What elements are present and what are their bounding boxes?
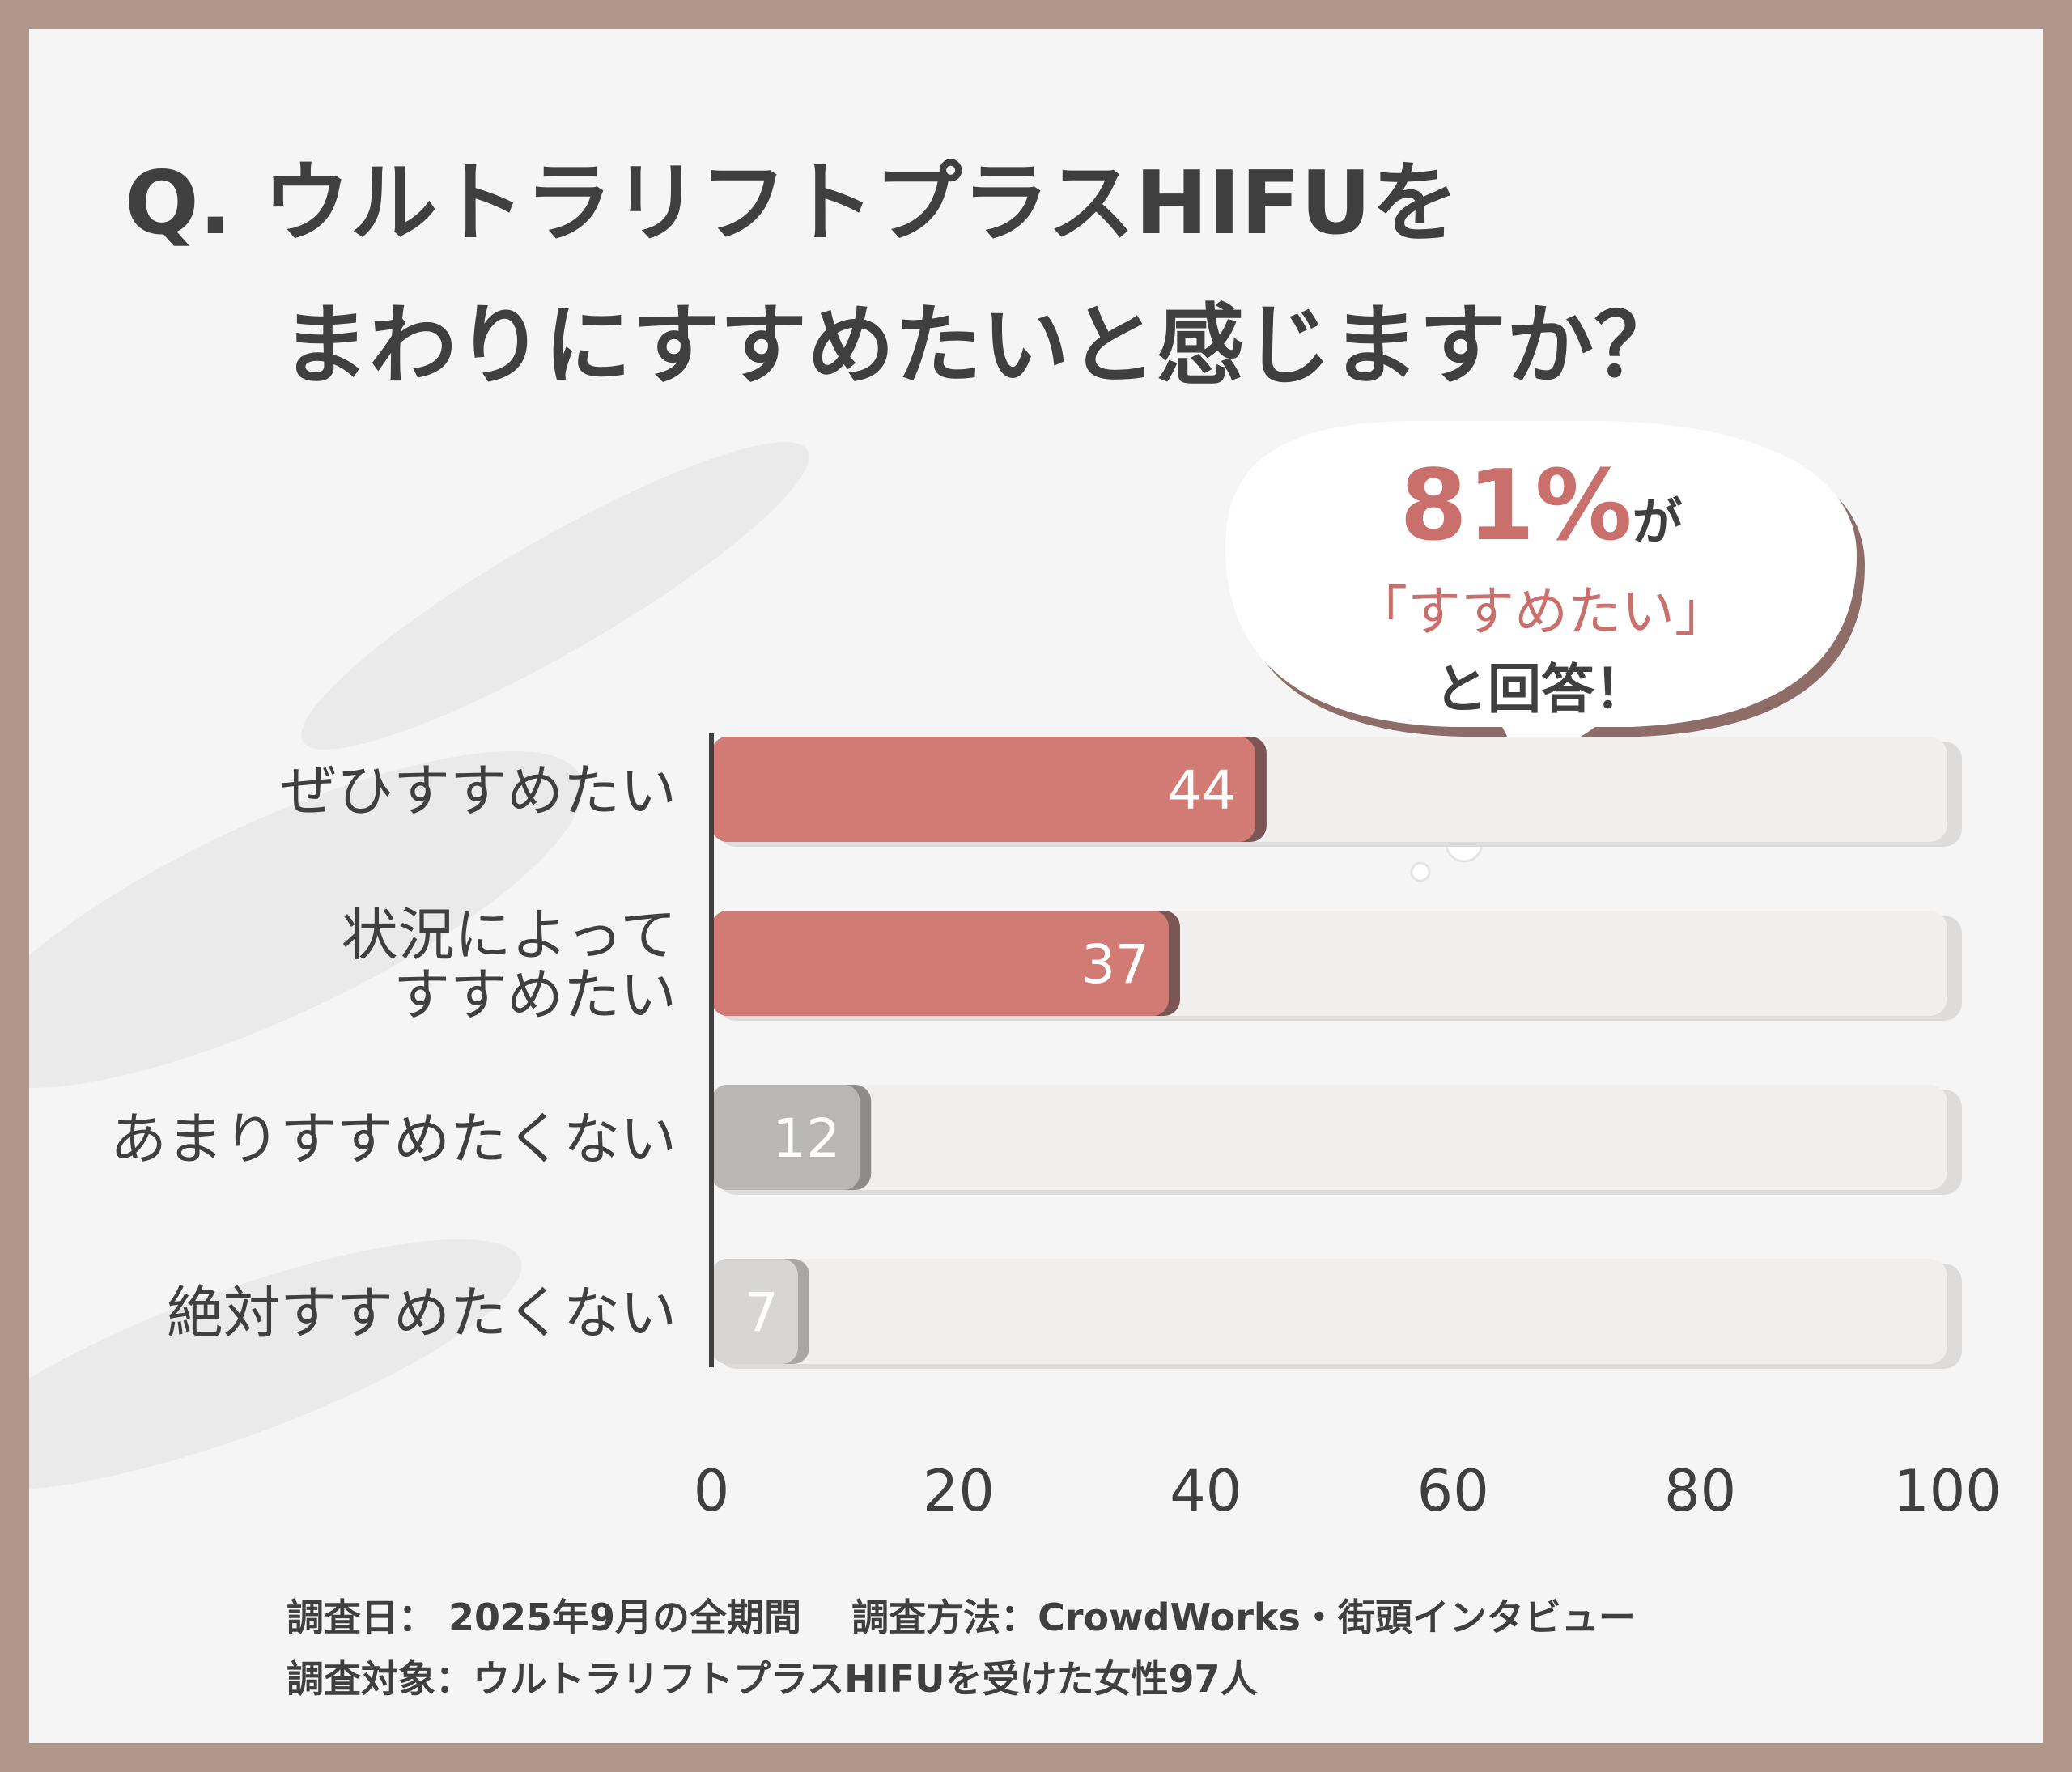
callout-answer: と回答！ [1434, 658, 1648, 720]
category-label: ぜひすすめたい [280, 758, 677, 824]
bar-value-label: 44 [1168, 759, 1236, 822]
x-tick-label: 80 [1664, 1458, 1736, 1524]
svg-text:81%が: 81%が [1399, 450, 1682, 563]
category-label: 状況によって [342, 902, 677, 968]
callout-quote: 「すすめたい」 [1354, 580, 1728, 643]
bar [711, 1259, 798, 1364]
x-axis-ticks: 0 20 40 60 80 100 [694, 1458, 2002, 1524]
bars-layer: 44 37 12 7 [709, 733, 1962, 1369]
x-tick-label: 60 [1417, 1458, 1489, 1524]
x-tick-label: 20 [923, 1458, 995, 1524]
bar [711, 1085, 860, 1190]
callout-percent: 81% [1399, 450, 1632, 563]
speech-bubble: 81%が 「すすめたい」 と回答！ [1225, 421, 1865, 882]
category-label: あまりすすめたくない [110, 1106, 677, 1172]
bar-value-label: 37 [1081, 933, 1149, 996]
question-title-line2: まわりにすすめたいと感じますか？ [282, 295, 1681, 397]
survey-info-line1: 調査日： 2025年9月の全期間 調査方法：CrowdWorks・街頭インタビュ… [287, 1596, 1636, 1639]
bar-track [711, 1085, 1947, 1190]
x-tick-label: 40 [1170, 1458, 1242, 1524]
bar [711, 737, 1255, 842]
thought-dot-small [1410, 861, 1431, 882]
bar-value-label: 12 [772, 1107, 840, 1170]
background-shadows [29, 442, 809, 1491]
x-tick-label: 100 [1893, 1458, 2002, 1524]
speech-bubble-body [1225, 421, 1857, 772]
survey-chart: Q. ウルトラリフトプラスHIFUを まわりにすすめたいと感じますか？ 81%が… [29, 153, 2002, 1701]
category-label: すすめたい [393, 962, 677, 1028]
callout-ga: が [1633, 492, 1683, 551]
question-title-line1: Q. ウルトラリフトプラスHIFUを [125, 153, 1458, 254]
survey-info-line2: 調査対象：ウルトラリフトプラスHIFUを受けた女性97人 [287, 1657, 1257, 1701]
infographic-panel: Q. ウルトラリフトプラスHIFUを まわりにすすめたいと感じますか？ 81%が… [29, 29, 2043, 1743]
bar [711, 911, 1169, 1016]
bar-value-label: 7 [745, 1281, 779, 1344]
x-tick-label: 0 [694, 1458, 730, 1524]
bar-track [711, 1259, 1947, 1364]
category-label: 絶対すすめたくない [167, 1280, 677, 1346]
